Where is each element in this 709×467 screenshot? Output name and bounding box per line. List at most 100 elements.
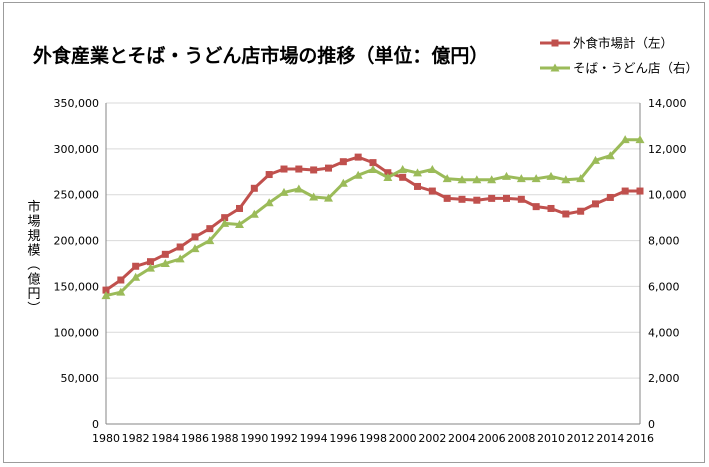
y-axis-label-char: ）: [25, 301, 40, 314]
right-tick-label: 8,000: [648, 235, 680, 248]
data-point: [458, 195, 466, 203]
data-point: [205, 236, 215, 245]
right-tick-label: 14,000: [648, 97, 687, 110]
x-tick-label: 1994: [300, 432, 328, 445]
chart-title: 外食産業とそば・うどん店市場の推移（単位：億円）: [33, 44, 488, 67]
x-tick-label: 1980: [92, 432, 120, 445]
left-tick-label: 300,000: [54, 143, 100, 156]
legend-label-food-service: 外食市場計（左）: [573, 36, 673, 51]
data-point: [576, 174, 586, 183]
data-point: [338, 178, 348, 187]
left-tick-label: 150,000: [54, 280, 100, 293]
legend-marker-square: [551, 39, 559, 47]
data-point: [635, 135, 645, 144]
data-point: [131, 272, 141, 281]
x-tick-label: 2014: [596, 432, 624, 445]
data-point: [147, 258, 154, 266]
data-point: [294, 184, 304, 193]
x-tick-label: 1992: [270, 432, 298, 445]
data-point: [443, 194, 451, 202]
data-point: [279, 187, 289, 196]
data-point: [398, 164, 408, 173]
data-point: [235, 220, 244, 229]
data-point: [502, 171, 511, 180]
x-tick-label: 2006: [478, 432, 506, 445]
data-point: [620, 135, 630, 144]
y-axis-label-char: 模: [27, 244, 40, 259]
data-point: [161, 250, 169, 258]
chart-frame: [3, 2, 705, 463]
data-point: [384, 169, 392, 177]
data-point: [116, 287, 126, 296]
x-tick-label: 2008: [507, 432, 535, 445]
left-tick-label: 350,000: [54, 97, 100, 110]
data-point: [399, 173, 407, 181]
data-point: [102, 286, 110, 294]
right-tick-label: 2,000: [648, 372, 680, 385]
data-point: [249, 209, 259, 218]
data-point: [132, 262, 140, 270]
data-point: [309, 192, 319, 201]
data-point: [561, 175, 571, 184]
left-tick-label: 200,000: [54, 235, 100, 248]
data-point: [280, 165, 288, 173]
data-point: [547, 204, 555, 212]
y-axis-label-char: 円: [27, 287, 40, 302]
x-tick-label: 1982: [122, 432, 150, 445]
left-tick-label: 100,000: [54, 326, 100, 339]
legend: 外食市場計（左） そば・うどん店（右）: [540, 36, 698, 76]
data-point: [101, 291, 111, 300]
data-point: [428, 187, 436, 195]
right-tick-label: 4,000: [648, 326, 680, 339]
y-axis-label-char: 億: [27, 272, 40, 288]
data-point: [383, 173, 393, 182]
x-tick-label: 2004: [448, 432, 476, 445]
data-point: [472, 175, 482, 184]
data-point: [160, 259, 170, 267]
right-tick-label: 12,000: [648, 143, 687, 156]
gridlines: [106, 102, 640, 379]
y-axis-label-char: （: [25, 257, 40, 270]
data-point: [532, 203, 540, 211]
data-point: [487, 175, 497, 184]
x-tick-label: 1996: [329, 432, 357, 445]
x-tick-label: 2000: [389, 432, 417, 445]
y-axis-label-char: 場: [27, 215, 40, 230]
data-point: [264, 198, 274, 207]
data-point: [220, 218, 230, 227]
data-point: [442, 174, 452, 183]
data-point: [427, 164, 437, 173]
data-point: [265, 171, 273, 179]
left-axis-tick-labels: 0 50,000 100,000 150,000 200,000 250,000 300,0…: [54, 97, 100, 431]
data-point: [517, 195, 525, 203]
data-point: [206, 225, 214, 233]
x-tick-label: 2016: [626, 432, 654, 445]
data-point: [606, 193, 614, 201]
x-tick-label: 1998: [359, 432, 387, 445]
x-tick-label: 1990: [240, 432, 268, 445]
left-tick-label: 0: [92, 418, 99, 431]
data-point: [368, 164, 378, 173]
data-point: [503, 194, 510, 202]
data-point: [250, 184, 258, 192]
data-point: [591, 155, 600, 164]
data-point: [354, 153, 362, 161]
data-point: [636, 187, 644, 195]
data-point: [146, 263, 155, 272]
data-point: [546, 171, 556, 180]
data-point: [117, 276, 125, 284]
axes: [105, 103, 641, 425]
data-point: [605, 151, 615, 160]
data-point: [592, 200, 599, 208]
data-point: [516, 174, 526, 183]
x-tick-label: 1986: [181, 432, 209, 445]
data-point: [190, 244, 200, 253]
x-tick-label: 1988: [211, 432, 239, 445]
data-point: [324, 193, 333, 202]
data-point: [577, 207, 585, 215]
data-point: [353, 170, 363, 179]
x-axis-tick-labels: 1980 1982 1984 1986 1988 1990 1992 1994 1996 1998…: [92, 432, 654, 445]
data-point: [295, 165, 303, 173]
data-point: [531, 174, 541, 183]
